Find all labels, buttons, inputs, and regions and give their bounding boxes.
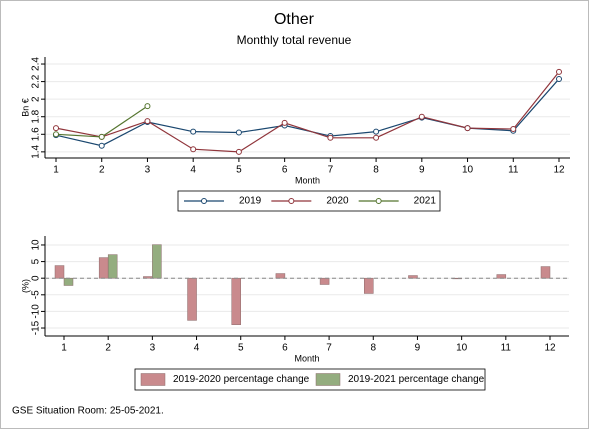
x-tick-label: 5 [236,165,242,176]
legend-label: 2019-2020 percentage change [173,374,310,385]
bar [275,273,286,279]
x-tick-label: 3 [145,165,151,176]
y-tick-label: 10 [31,239,42,251]
y-tick-label: 2.2 [31,74,42,88]
x-tick-label: 2 [105,343,111,354]
point [190,146,197,153]
bar [540,266,551,279]
point [235,129,242,136]
legend-label: 2019 [239,196,262,207]
legend-label: 2021 [414,196,437,207]
legend-label: 2019-2021 percentage change [348,374,485,385]
point [144,103,151,110]
bar [319,277,330,285]
x-tick-label: 7 [328,165,334,176]
x-tick-label: 6 [282,165,288,176]
bar [54,265,65,279]
bar [496,274,507,279]
x-axis-label: Month [295,175,320,185]
legend-marker [201,198,207,204]
point [190,128,197,135]
x-tick-label: 8 [370,343,376,354]
x-tick-label: 9 [419,165,425,176]
x-tick-label: 6 [282,343,288,354]
bar [98,257,109,279]
point [510,126,517,133]
plot-area [45,236,569,336]
x-tick-label: 4 [194,343,200,354]
point [373,134,380,141]
point [464,125,471,132]
x-tick-label: 7 [326,343,332,354]
y-tick-label: 1.4 [31,144,42,158]
point [53,125,59,132]
y-tick-label: 2 [31,96,42,102]
y-tick-label: 2.4 [31,57,42,71]
legend-label: 2020 [326,196,349,207]
y-axis-label: (%) [20,279,30,293]
x-tick-label: 3 [150,343,156,354]
legend-marker [375,198,382,204]
y-tick-label: 1.6 [31,127,42,141]
x-tick-label: 1 [61,343,67,354]
point [144,118,151,125]
point [98,142,105,149]
legend-marker [288,198,295,204]
point [281,119,288,126]
legend-swatch [140,373,166,386]
point [327,134,334,141]
x-tick-label: 11 [508,165,519,176]
x-axis-label: Month [294,353,319,363]
x-tick-label: 9 [415,343,421,354]
point [235,148,242,155]
plot-area [45,57,570,158]
x-tick-label: 2 [99,165,105,176]
legend-box [134,368,486,391]
point [53,131,59,138]
x-tick-label: 5 [238,343,244,354]
y-axis-label: Bn € [20,98,30,117]
bar [63,277,74,286]
point [98,133,105,140]
chart-subtitle: Monthly total revenue [237,33,352,47]
x-tick-label: 4 [190,165,196,176]
chart-title: Other [274,11,315,28]
series-line [55,71,560,153]
x-tick-label: 12 [544,343,556,354]
y-tick-label: 5 [31,258,42,264]
bar [231,277,241,325]
x-tick-label: 11 [501,343,512,354]
x-tick-label: 8 [373,165,379,176]
point [556,75,562,82]
bar [107,254,118,279]
point [556,68,562,75]
bar [187,277,197,321]
y-tick-label: -5 [31,290,42,299]
bar [364,277,374,294]
bar [152,244,162,279]
legend-swatch [315,373,341,386]
point [373,128,380,135]
y-tick-label: -15 [31,320,42,335]
x-tick-label: 12 [553,165,565,176]
point [418,113,425,120]
y-tick-label: 1.8 [31,109,42,123]
x-tick-label: 10 [456,343,468,354]
note: GSE Situation Room: 25-05-2021. [12,406,164,417]
x-tick-label: 10 [462,165,474,176]
x-tick-label: 1 [53,165,59,176]
y-tick-label: 0 [31,275,42,281]
y-tick-label: -10 [31,304,42,319]
